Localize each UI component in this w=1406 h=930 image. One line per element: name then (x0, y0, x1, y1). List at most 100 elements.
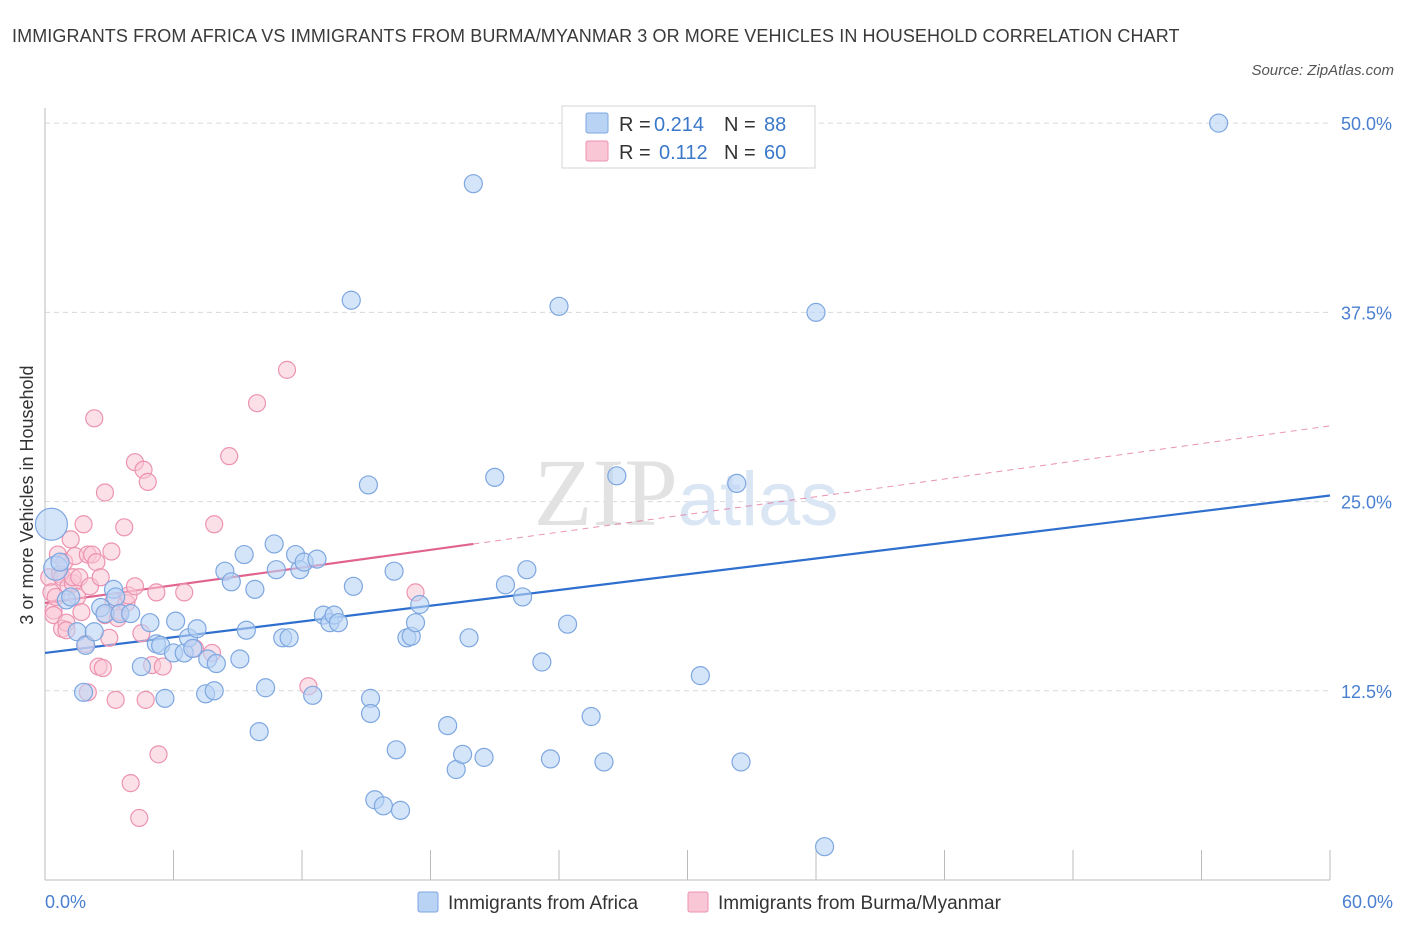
legend-r-label-burma: R = (619, 142, 651, 164)
burma-point (74, 515, 93, 534)
grid-lines (45, 122, 1330, 692)
africa-point (140, 613, 160, 633)
burma-point (61, 530, 80, 549)
africa-point (358, 475, 378, 495)
africa-point (131, 656, 151, 677)
watermark-atlas: atlas (678, 457, 839, 542)
data-points (34, 113, 1229, 857)
africa-point (236, 620, 256, 640)
bottom-legend-label-burma: Immigrants from Burma/Myanmar (718, 893, 1002, 914)
legend-n-label-africa: N = (724, 114, 756, 136)
africa-point (50, 552, 70, 572)
burma-point (93, 658, 112, 678)
africa-point (84, 622, 104, 642)
burma-point (247, 394, 267, 413)
axes (44, 108, 1331, 881)
africa-point (360, 703, 381, 724)
africa-point (183, 638, 203, 659)
africa-point (532, 652, 552, 672)
africa-point (594, 752, 614, 772)
africa-point (463, 174, 483, 194)
bottom-legend-swatch-burma (687, 891, 709, 913)
watermark: ZIPatlas (534, 439, 839, 546)
africa-point (73, 682, 94, 702)
source-label: Source: ZipAtlas.com (1251, 62, 1394, 79)
africa-point (76, 635, 96, 655)
africa-point (814, 837, 835, 857)
top-legend: R = 0.214 N = 88 R = 0.112 N = 60 (561, 105, 816, 169)
africa-point (264, 534, 284, 554)
burma-point (125, 577, 145, 596)
africa-point (438, 715, 458, 736)
africa-point (279, 628, 299, 648)
africa-point (121, 603, 141, 624)
africa-point (474, 747, 494, 767)
africa-point (343, 576, 363, 596)
africa-point (607, 466, 627, 486)
africa-point (1209, 113, 1229, 133)
africa-point (459, 628, 479, 648)
burma-point (91, 568, 110, 587)
africa-point (390, 800, 411, 820)
bottom-legend-swatch-africa (417, 891, 439, 913)
africa-point (255, 678, 276, 698)
y-axis-label: 3 or more Vehicles in Household (17, 365, 37, 624)
bottom-legend-label-africa: Immigrants from Africa (448, 893, 638, 914)
africa-point (328, 613, 349, 633)
burma-point (277, 360, 297, 379)
africa-point (690, 666, 710, 686)
africa-point (557, 614, 578, 634)
africa-point (549, 296, 569, 316)
burma-point (136, 690, 155, 709)
africa-point (34, 507, 69, 541)
africa-point (386, 740, 406, 760)
burma-point (205, 515, 224, 534)
africa-point (61, 587, 81, 607)
africa-point (155, 688, 175, 708)
burma-point (153, 657, 172, 676)
watermark-zip: ZIP (534, 439, 678, 546)
africa-point (234, 544, 254, 565)
legend-r-label-africa: R = (619, 114, 651, 136)
burma-trend-line-extension (473, 425, 1331, 545)
y-tick-label: 25.0% (1341, 493, 1392, 513)
africa-point (106, 587, 126, 607)
burma-point (106, 690, 125, 709)
burma-point (95, 483, 115, 502)
africa-point (245, 579, 265, 599)
africa-point (206, 653, 226, 674)
x-tick-label-max: 60.0% (1342, 892, 1393, 912)
africa-point (341, 290, 361, 310)
y-tick-label: 12.5% (1341, 682, 1392, 702)
africa-point (806, 302, 826, 322)
africa-point (266, 560, 286, 580)
africa-point (384, 561, 404, 581)
africa-point (303, 685, 323, 705)
legend-swatch-africa (585, 112, 609, 134)
y-tick-label: 37.5% (1341, 303, 1392, 323)
burma-point (147, 583, 166, 602)
legend-swatch-burma (585, 140, 609, 162)
africa-point (495, 575, 516, 595)
africa-point (727, 473, 747, 494)
legend-n-value-burma: 60 (764, 142, 786, 164)
africa-point (204, 681, 224, 701)
africa-point (485, 467, 505, 487)
africa-point (731, 752, 751, 772)
africa-point (187, 619, 207, 639)
africa-trend-line (44, 494, 1331, 655)
legend-r-value-burma: 0.112 (659, 142, 708, 164)
africa-point (249, 722, 269, 742)
burma-point (121, 774, 140, 793)
africa-point (307, 549, 327, 569)
chart-title: IMMIGRANTS FROM AFRICA VS IMMIGRANTS FRO… (12, 26, 1180, 46)
africa-point (405, 613, 426, 633)
africa-point (230, 649, 250, 669)
burma-point (138, 472, 157, 491)
africa-point (512, 587, 533, 607)
africa-point (581, 706, 601, 727)
burma-point (87, 553, 106, 572)
burma-point (220, 447, 239, 466)
africa-point (373, 796, 393, 816)
